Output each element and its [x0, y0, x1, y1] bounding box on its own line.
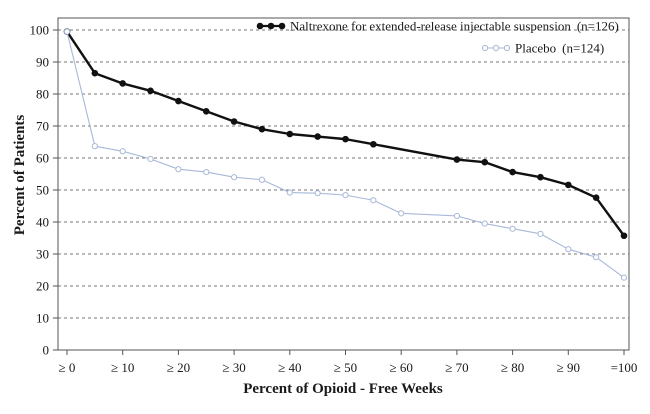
legend-series-name-naltrexone: Naltrexone for extended-release injectab… — [290, 19, 571, 34]
x-tick-label-100: =100 — [611, 360, 638, 375]
data-point-placebo-20 — [175, 166, 182, 173]
y-tick-label-70: 70 — [36, 119, 49, 134]
y-tick-label-10: 10 — [36, 311, 49, 326]
data-point-naltrexone-20 — [175, 97, 182, 105]
legend: Naltrexone for extended-release injectab… — [256, 19, 619, 56]
legend-marker-placebo-0 — [481, 44, 489, 52]
data-point-placebo-0 — [63, 28, 71, 35]
data-point-naltrexone-100 — [620, 232, 628, 240]
data-point-naltrexone-75 — [481, 158, 489, 166]
x-tick-label-20: ≥ 20 — [167, 360, 190, 375]
data-point-naltrexone-40 — [286, 130, 294, 138]
data-point-naltrexone-85 — [537, 173, 544, 181]
data-point-naltrexone-35 — [258, 125, 266, 133]
data-point-naltrexone-80 — [509, 168, 516, 176]
x-tick-label-10: ≥ 10 — [111, 360, 134, 375]
data-point-placebo-45 — [314, 190, 321, 197]
data-point-naltrexone-10 — [119, 80, 126, 87]
data-point-placebo-70 — [453, 212, 460, 220]
legend-series-name-placebo: Placebo — [515, 41, 556, 56]
series-line-placebo — [66, 31, 625, 279]
data-point-naltrexone-30 — [230, 118, 238, 125]
legend-series-n-naltrexone: (n=126) — [577, 19, 619, 34]
data-point-naltrexone-5 — [91, 69, 99, 77]
data-point-placebo-60 — [398, 210, 405, 217]
axes-layer — [57, 17, 630, 351]
plot-frame — [57, 17, 630, 351]
data-point-placebo-80 — [509, 225, 516, 232]
legend-marker-naltrexone-2 — [278, 22, 286, 30]
data-point-naltrexone-25 — [202, 107, 210, 115]
x-tick-label-70: ≥ 70 — [445, 360, 468, 375]
data-point-naltrexone-45 — [314, 133, 321, 140]
data-point-placebo-15 — [147, 155, 154, 163]
data-point-placebo-85 — [537, 230, 544, 237]
x-tick-label-80: ≥ 80 — [501, 360, 524, 375]
data-point-naltrexone-50 — [342, 135, 349, 143]
y-tick-label-0: 0 — [43, 343, 50, 358]
x-tick-label-90: ≥ 90 — [557, 360, 580, 375]
y-tick-label-30: 30 — [36, 247, 49, 262]
grid-layer — [58, 29, 629, 319]
data-point-naltrexone-70 — [453, 156, 461, 163]
data-point-placebo-75 — [481, 220, 488, 227]
data-point-placebo-10 — [119, 148, 126, 155]
legend-label-naltrexone: Naltrexone for extended-release injectab… — [290, 19, 619, 34]
x-tick-label-40: ≥ 40 — [278, 360, 301, 375]
data-point-placebo-40 — [286, 189, 293, 196]
data-point-naltrexone-90 — [565, 181, 572, 189]
x-tick-label-30: ≥ 30 — [222, 360, 245, 375]
data-point-placebo-35 — [258, 176, 266, 183]
data-point-naltrexone-55 — [370, 140, 377, 148]
legend-series-n-placebo: (n=124) — [562, 41, 604, 56]
data-point-placebo-30 — [231, 174, 238, 181]
data-point-placebo-90 — [565, 246, 572, 253]
x-tick-label-50: ≥ 50 — [334, 360, 357, 375]
y-axis-title: Percent of Patients — [12, 115, 28, 236]
series-layer — [63, 28, 628, 281]
legend-marker-placebo-2 — [503, 44, 511, 52]
data-point-placebo-55 — [370, 197, 377, 204]
legend-marker-naltrexone-0 — [256, 22, 264, 30]
x-tick-label-0: ≥ 0 — [59, 360, 76, 375]
data-point-naltrexone-15 — [147, 87, 154, 95]
legend-label-placebo: Placebo (n=124) — [515, 41, 604, 56]
x-tick-label-60: ≥ 60 — [390, 360, 413, 375]
data-point-naltrexone-95 — [592, 194, 600, 201]
y-tick-label-90: 90 — [36, 55, 49, 70]
series-naltrexone — [63, 28, 628, 240]
y-tick-label-60: 60 — [36, 151, 49, 166]
data-point-placebo-100 — [620, 274, 628, 281]
y-tick-label-100: 100 — [30, 23, 50, 38]
x-axis-title: Percent of Opioid - Free Weeks — [243, 381, 443, 397]
series-placebo — [63, 28, 628, 281]
y-tick-label-40: 40 — [36, 215, 49, 230]
legend-marker-placebo-1 — [492, 44, 500, 52]
legend-marker-naltrexone-1 — [267, 22, 275, 30]
ticks-layer: 0 10 20 30 40 50 60 70 80 90 100 ≥ 0 ≥ 10 ≥ 20 ≥ 30 ≥ 4… — [30, 23, 638, 376]
y-tick-label-20: 20 — [36, 279, 49, 294]
y-tick-label-80: 80 — [36, 87, 49, 102]
y-tick-label-50: 50 — [36, 183, 49, 198]
data-point-placebo-95 — [593, 254, 600, 261]
data-point-placebo-25 — [203, 168, 210, 176]
data-point-placebo-50 — [342, 192, 349, 199]
data-point-placebo-5 — [91, 143, 98, 150]
